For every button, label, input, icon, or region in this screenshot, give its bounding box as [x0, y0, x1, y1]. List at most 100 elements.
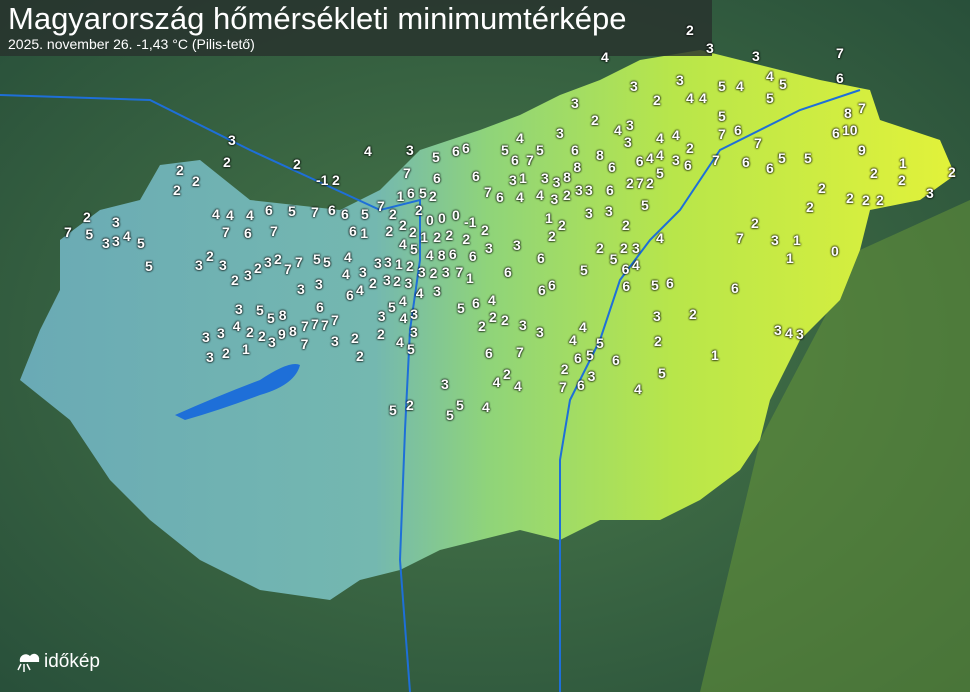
station-temperature: 4 — [785, 324, 793, 341]
station-temperature: 7 — [559, 378, 567, 395]
station-temperature: 3 — [195, 256, 203, 273]
station-temperature: 4 — [246, 206, 254, 223]
station-temperature: 2 — [686, 21, 694, 38]
logo-text: időkép — [44, 651, 100, 672]
station-temperature: 2 — [231, 271, 239, 288]
station-temperature: 6 — [742, 153, 750, 170]
station-temperature: 7 — [64, 223, 72, 240]
station-temperature: 8 — [844, 104, 852, 121]
station-temperature: 2 — [406, 396, 414, 413]
station-temperature: 4 — [488, 291, 496, 308]
station-temperature: 2 — [501, 311, 509, 328]
station-temperature: 2 — [433, 228, 442, 245]
station-temperature: 4 — [415, 284, 424, 301]
station-temperature: 3 — [536, 323, 544, 340]
surroundings-east-warm — [700, 200, 970, 692]
station-temperature: 5 — [596, 334, 604, 351]
station-temperature: 3 — [541, 169, 549, 186]
station-temperature: 3 — [774, 321, 782, 338]
station-temperature: 4 — [766, 67, 774, 84]
station-temperature: 6 — [606, 181, 614, 198]
station-temperature: 4 — [516, 129, 524, 146]
station-temperature: 2 — [646, 174, 654, 191]
station-temperature: 6 — [574, 349, 582, 366]
station-temperature: 2 — [898, 171, 906, 188]
station-temperature: 6 — [635, 153, 644, 170]
station-temperature: 2 — [206, 247, 214, 264]
station-temperature: 4 — [569, 331, 577, 348]
station-temperature: 2 — [876, 191, 884, 208]
station-temperature: 8 — [596, 146, 604, 163]
station-temperature: 2 — [870, 164, 878, 181]
station-temperature: 2 — [462, 230, 471, 247]
station-temperature: 2 — [415, 201, 423, 218]
station-temperature: 3 — [235, 300, 243, 317]
station-temperature: 6 — [621, 260, 630, 277]
station-temperature: 6 — [537, 249, 545, 266]
station-temperature: 2 — [751, 214, 759, 231]
station-temperature: 7 — [858, 99, 866, 116]
station-temperature: 6 — [496, 188, 504, 205]
station-temperature: 9 — [858, 141, 866, 158]
station-temperature: 7 — [331, 311, 339, 328]
station-temperature: 6 — [452, 142, 460, 159]
station-temperature: 2 — [481, 221, 489, 238]
station-temperature: 6 — [462, 139, 470, 156]
station-temperature: 2 — [846, 189, 854, 206]
station-temperature: 1 — [395, 255, 403, 272]
station-temperature: 7 — [718, 125, 726, 142]
station-temperature: 4 — [232, 317, 241, 334]
station-temperature: 7 — [311, 203, 319, 220]
station-temperature: 2 — [246, 323, 254, 340]
station-temperature: 5 — [641, 196, 649, 213]
station-temperature: 1 — [360, 224, 369, 241]
station-temperature: 3 — [206, 348, 214, 365]
station-temperature: 2 — [406, 257, 414, 274]
station-temperature: 5 — [432, 148, 440, 165]
station-temperature: 1 — [396, 187, 405, 204]
station-temperature: 8 — [437, 246, 446, 263]
station-temperature: 2 — [377, 325, 385, 342]
station-temperature: 5 — [586, 346, 594, 363]
station-temperature: 6 — [472, 294, 480, 311]
station-temperature: 3 — [441, 264, 450, 281]
station-temperature: 1 — [545, 209, 553, 226]
station-temperature: 5 — [457, 299, 465, 316]
station-temperature: 6 — [448, 246, 457, 263]
station-temperature: 3 — [433, 282, 441, 299]
station-temperature: 9 — [278, 325, 286, 342]
station-temperature: 2 — [173, 181, 181, 198]
station-temperature: 2 — [222, 344, 230, 361]
station-temperature: 2 — [429, 265, 438, 282]
station-temperature: 2 — [429, 187, 437, 204]
station-temperature: 7 — [321, 316, 329, 333]
station-temperature: 5 — [718, 77, 726, 94]
station-temperature: 5 — [651, 276, 659, 293]
station-temperature: 2 — [176, 161, 184, 178]
station-temperature: 5 — [389, 401, 397, 418]
station-temperature: 7 — [484, 183, 492, 200]
station-temperature: 5 — [779, 75, 787, 92]
station-temperature: 3 — [417, 264, 426, 281]
station-temperature: 6 — [468, 248, 477, 265]
station-temperature: 4 — [123, 227, 131, 244]
station-temperature: 4 — [514, 377, 522, 394]
station-temperature: 4 — [212, 205, 220, 222]
station-temperature: 6 — [346, 286, 354, 303]
station-temperature: 4 — [536, 186, 544, 203]
station-temperature: 3 — [244, 266, 252, 283]
station-temperature: 2 — [620, 239, 628, 256]
station-temperature: 2 — [689, 305, 697, 322]
station-temperature: 4 — [579, 318, 587, 335]
station-temperature: 3 — [374, 254, 382, 271]
station-temperature: 3 — [796, 325, 804, 342]
station-temperature: 2 — [409, 223, 417, 240]
station-temperature: 7 — [377, 197, 385, 214]
station-temperature: 4 — [399, 310, 408, 327]
station-temperature: 3 — [605, 202, 613, 219]
station-temperature: 3 — [519, 316, 527, 333]
station-temperature: 4 — [634, 380, 642, 397]
station-temperature: 5 — [145, 257, 153, 274]
station-temperature: 6 — [731, 279, 739, 296]
station-temperature: 6 — [341, 205, 349, 222]
